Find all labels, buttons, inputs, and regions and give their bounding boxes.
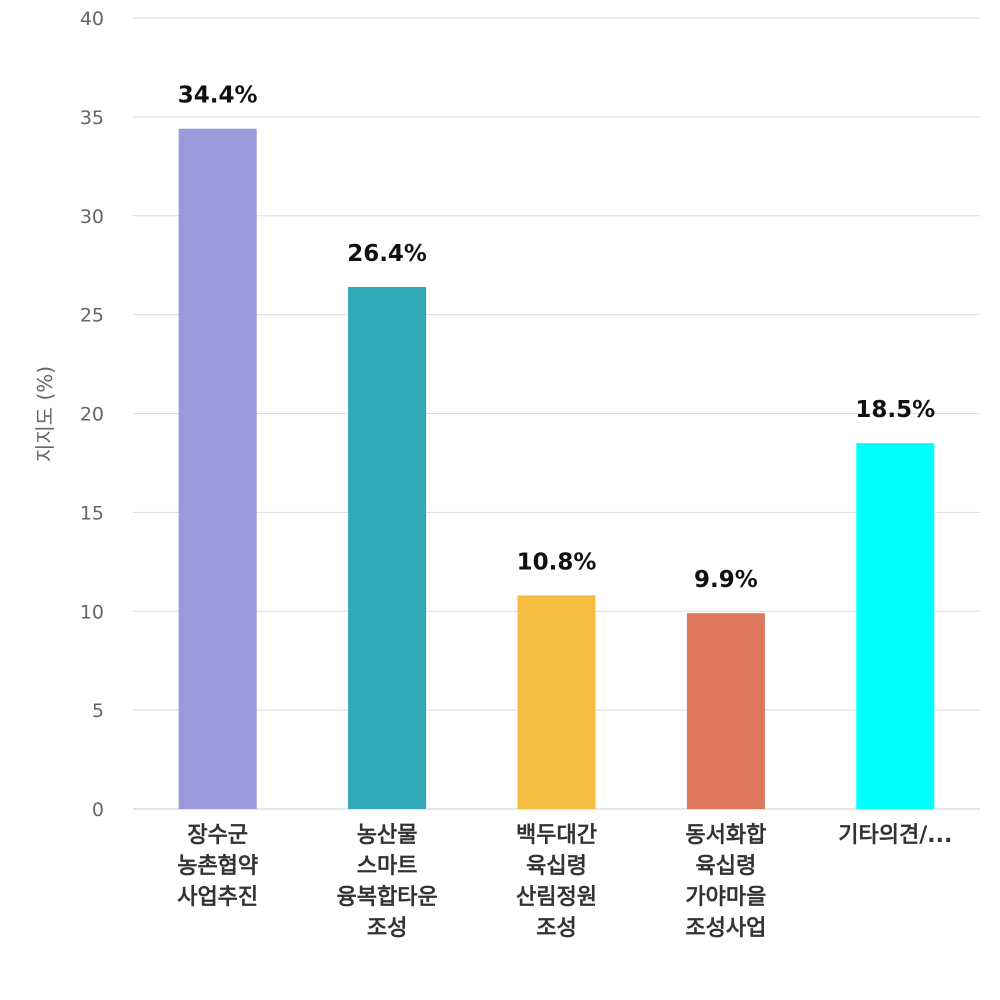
- y-axis-ticks: 0 5 10 15 20 25 30 35 40: [80, 8, 104, 821]
- bar: [178, 128, 257, 810]
- y-tick-label: 15: [80, 502, 104, 524]
- x-tick-label: 동서화합 육십령 가야마을 조성사업: [685, 822, 766, 941]
- y-tick-label: 10: [80, 601, 104, 623]
- y-tick-label: 40: [80, 8, 104, 30]
- data-label: 9.9%: [694, 567, 758, 593]
- bars: [178, 128, 935, 810]
- y-tick-label: 5: [92, 700, 104, 722]
- x-tick-label: 기타의견/...: [838, 823, 952, 848]
- y-axis-title: 지지도 (%): [33, 366, 57, 462]
- category-labels: 장수군 농촌협약 사업추진 농산물 스마트 융복합타운 조성 백두대간 육십령 산림정원 조성 동서화…: [177, 822, 952, 941]
- data-label: 18.5%: [855, 397, 935, 423]
- data-label: 34.4%: [178, 83, 258, 109]
- y-tick-label: 35: [80, 107, 104, 129]
- bar: [686, 613, 765, 809]
- y-tick-label: 25: [80, 305, 104, 327]
- bar: [856, 443, 935, 809]
- x-tick-label: 농산물 스마트 융복합타운 조성: [336, 823, 437, 941]
- x-tick-label: 백두대간 육십령 산림정원 조성: [516, 823, 597, 941]
- grid: [133, 17, 980, 810]
- data-label: 26.4%: [347, 241, 427, 267]
- y-tick-label: 20: [80, 404, 104, 426]
- data-labels: 34.4% 26.4% 10.8% 9.9% 18.5%: [178, 83, 935, 593]
- y-tick-label: 30: [80, 206, 104, 228]
- bar: [517, 595, 596, 809]
- x-tick-label: 장수군 농촌협약 사업추진: [177, 823, 258, 910]
- bar: [348, 286, 427, 809]
- data-label: 10.8%: [517, 549, 597, 575]
- y-tick-label: 0: [92, 799, 104, 821]
